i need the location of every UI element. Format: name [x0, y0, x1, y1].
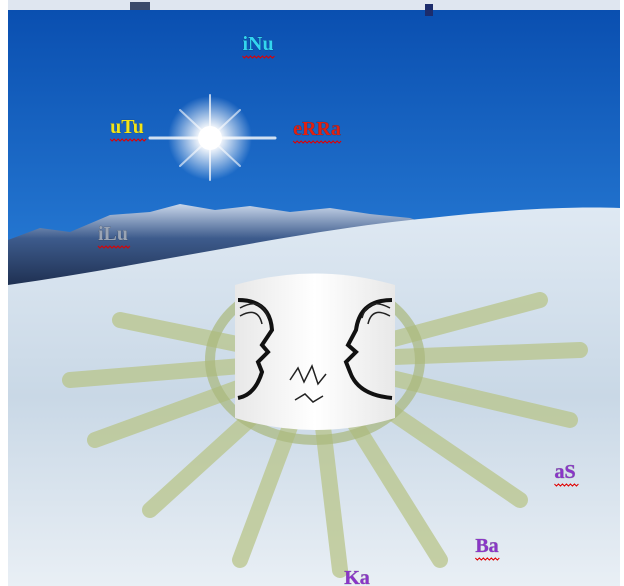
label: Ba: [475, 535, 498, 557]
label: aS: [554, 461, 575, 483]
faces-cylinder: [235, 274, 395, 431]
scene: iNu uTu eRRa iLu aS Ba Ka: [0, 0, 624, 586]
strip-mark: [425, 4, 433, 16]
label: Ka: [344, 567, 370, 586]
top-strip: [8, 0, 620, 10]
strip-mark: [130, 2, 150, 10]
label: uTu: [110, 116, 144, 138]
label: eRRa: [293, 118, 341, 140]
label: iNu: [242, 33, 273, 55]
sun: [198, 126, 222, 150]
label: iLu: [98, 223, 128, 245]
